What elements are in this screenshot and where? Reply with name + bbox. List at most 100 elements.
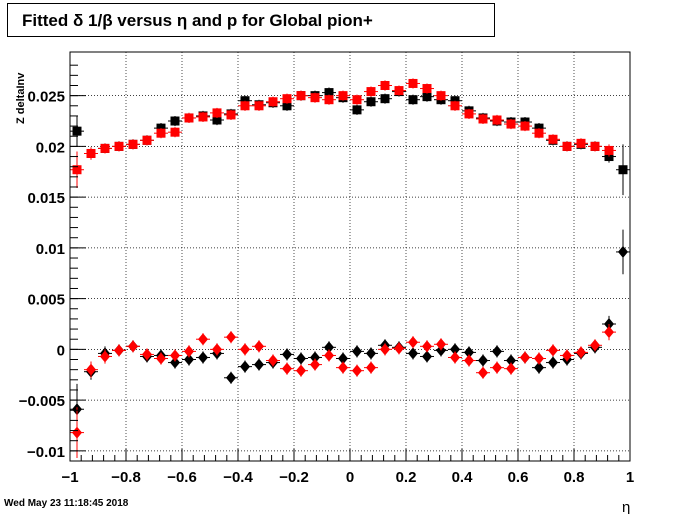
data-point xyxy=(366,361,376,374)
data-point xyxy=(72,426,82,439)
data-point xyxy=(366,87,376,97)
y-axis-label: Z deltaInv xyxy=(15,72,27,124)
data-point xyxy=(618,165,628,175)
data-point xyxy=(604,326,614,339)
data-point xyxy=(422,84,432,94)
data-point xyxy=(170,356,180,369)
y-tick-label: −0.005 xyxy=(19,393,65,410)
data-point xyxy=(408,336,418,349)
data-point xyxy=(324,341,334,354)
data-point xyxy=(268,354,278,367)
data-point xyxy=(408,347,418,360)
data-point xyxy=(156,352,166,365)
data-point xyxy=(464,354,474,367)
data-point xyxy=(184,345,194,358)
x-tick-label: 0.2 xyxy=(396,469,417,486)
data-point xyxy=(366,97,376,107)
x-tick-label: −0.4 xyxy=(223,469,253,486)
data-point xyxy=(422,350,432,363)
data-point xyxy=(506,119,516,129)
data-point xyxy=(492,345,502,358)
data-point xyxy=(450,101,460,111)
data-point xyxy=(422,92,432,102)
data-point xyxy=(226,371,236,384)
data-point xyxy=(352,95,362,105)
data-point xyxy=(464,346,474,359)
chart-title: Fitted δ 1/β versus η and p for Global p… xyxy=(7,3,495,37)
data-point xyxy=(408,95,418,105)
y-tick-label: 0 xyxy=(57,342,65,359)
data-point xyxy=(380,80,390,90)
data-point xyxy=(590,339,600,352)
y-tick-label: 0.005 xyxy=(27,292,65,309)
data-point xyxy=(352,105,362,115)
data-point xyxy=(198,351,208,364)
axis-ticks: −1 −0.8 −0.6 −0.4 −0.2 0 0.2 0.4 0.6 0.8 1 −0.01 −0.… xyxy=(19,64,634,486)
data-point xyxy=(464,109,474,119)
data-point xyxy=(422,340,432,353)
data-point xyxy=(226,110,236,120)
data-point xyxy=(520,121,530,131)
timestamp: Wed May 23 11:18:45 2018 xyxy=(4,498,129,509)
data-point xyxy=(268,97,278,107)
data-point xyxy=(478,354,488,367)
x-tick-label: −0.2 xyxy=(279,469,309,486)
data-point xyxy=(534,352,544,365)
data-point xyxy=(478,114,488,124)
data-point xyxy=(170,349,180,362)
data-point xyxy=(128,340,138,353)
data-point xyxy=(478,366,488,379)
data-point xyxy=(72,126,82,136)
data-point xyxy=(296,91,306,101)
x-tick-label: 1 xyxy=(626,469,634,486)
data-point xyxy=(324,349,334,362)
data-point xyxy=(114,141,124,151)
data-point xyxy=(604,145,614,155)
x-tick-label: 0.8 xyxy=(564,469,585,486)
data-point xyxy=(184,113,194,123)
data-point xyxy=(338,361,348,374)
x-tick-label: −0.8 xyxy=(111,469,141,486)
data-point xyxy=(184,353,194,366)
data-point xyxy=(590,141,600,151)
data-point xyxy=(492,361,502,374)
series-3 xyxy=(70,323,616,458)
data-point xyxy=(282,362,292,375)
data-point xyxy=(450,343,460,356)
data-point xyxy=(352,364,362,377)
x-tick-label: 0.6 xyxy=(508,469,529,486)
data-point xyxy=(100,143,110,153)
data-point xyxy=(142,135,152,145)
data-point xyxy=(352,345,362,358)
data-point xyxy=(310,351,320,364)
data-point xyxy=(380,343,390,356)
data-point xyxy=(310,93,320,103)
data-point xyxy=(240,343,250,356)
data-point xyxy=(576,138,586,148)
data-point xyxy=(86,148,96,158)
data-point xyxy=(380,94,390,104)
data-point xyxy=(156,128,166,138)
data-point xyxy=(562,349,572,362)
y-tick-label: 0.02 xyxy=(36,139,65,156)
data-point xyxy=(142,348,152,361)
x-axis-label: η xyxy=(622,499,630,514)
data-point xyxy=(212,343,222,356)
data-point xyxy=(534,128,544,138)
data-point xyxy=(324,95,334,105)
data-point xyxy=(338,352,348,365)
x-tick-label: −0.6 xyxy=(167,469,197,486)
data-point xyxy=(254,101,264,111)
data-point xyxy=(254,340,264,353)
x-tick-label: −1 xyxy=(61,469,78,486)
data-point xyxy=(548,134,558,144)
data-point xyxy=(408,78,418,88)
series-1 xyxy=(70,78,616,188)
data-point xyxy=(506,354,516,367)
data-point xyxy=(450,351,460,364)
data-point xyxy=(492,115,502,125)
data-point xyxy=(226,331,236,344)
data-point xyxy=(338,91,348,101)
x-tick-label: 0 xyxy=(346,469,354,486)
